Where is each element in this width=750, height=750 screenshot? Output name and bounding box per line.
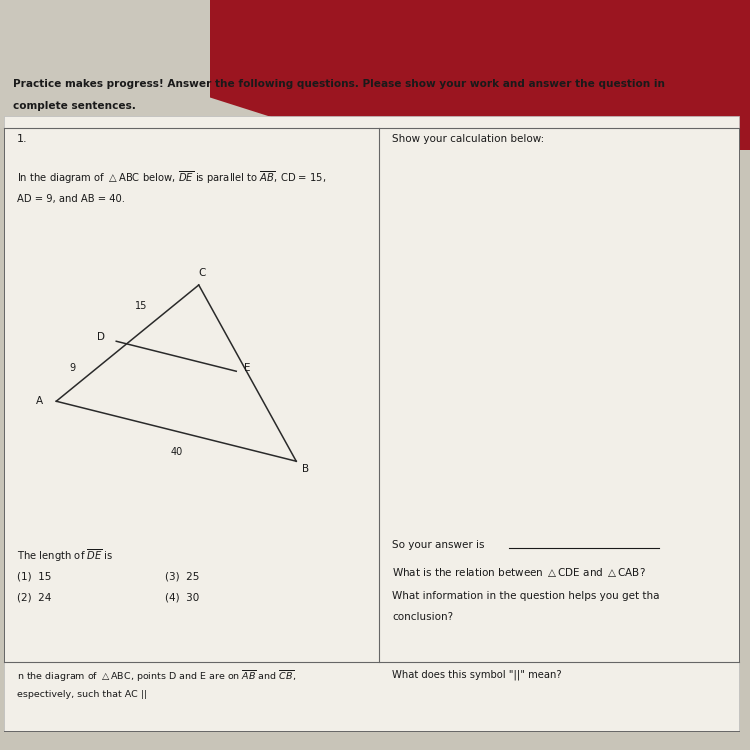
Text: (2)  24: (2) 24 xyxy=(17,592,52,602)
Text: In the diagram of $\triangle$ABC below, $\overline{DE}$ is parallel to $\overlin: In the diagram of $\triangle$ABC below, … xyxy=(17,170,326,186)
Text: espectively, such that AC ||: espectively, such that AC || xyxy=(17,690,148,699)
Text: 9: 9 xyxy=(70,363,76,374)
Text: n the diagram of $\triangle$ABC, points D and E are on $\overline{AB}$ and $\ove: n the diagram of $\triangle$ABC, points … xyxy=(17,669,296,684)
Text: What is the relation between $\triangle$CDE and $\triangle$CAB?: What is the relation between $\triangle$… xyxy=(392,566,646,579)
Text: 1.: 1. xyxy=(17,134,28,143)
Text: (3)  25: (3) 25 xyxy=(165,572,200,581)
Text: So your answer is: So your answer is xyxy=(392,540,484,550)
Text: C: C xyxy=(198,268,206,278)
Text: The length of $\overline{DE}$ is: The length of $\overline{DE}$ is xyxy=(17,548,114,564)
Text: complete sentences.: complete sentences. xyxy=(13,101,136,111)
Text: (1)  15: (1) 15 xyxy=(17,572,52,581)
Text: What information in the question helps you get tha: What information in the question helps y… xyxy=(392,591,660,601)
Text: (4)  30: (4) 30 xyxy=(165,592,200,602)
Text: B: B xyxy=(302,464,309,474)
Polygon shape xyxy=(210,0,750,150)
Text: 15: 15 xyxy=(135,301,147,310)
Text: Practice makes progress! Answer the following questions. Please show your work a: Practice makes progress! Answer the foll… xyxy=(13,79,665,88)
Text: AD = 9, and AB = 40.: AD = 9, and AB = 40. xyxy=(17,194,125,204)
FancyBboxPatch shape xyxy=(4,116,739,731)
Text: A: A xyxy=(36,396,44,406)
Text: conclusion?: conclusion? xyxy=(392,612,453,622)
Text: Show your calculation below:: Show your calculation below: xyxy=(392,134,544,143)
Text: E: E xyxy=(244,363,250,374)
Text: D: D xyxy=(98,332,105,342)
Text: 40: 40 xyxy=(170,447,182,458)
FancyBboxPatch shape xyxy=(0,0,750,128)
Text: What does this symbol "||" mean?: What does this symbol "||" mean? xyxy=(392,669,562,680)
